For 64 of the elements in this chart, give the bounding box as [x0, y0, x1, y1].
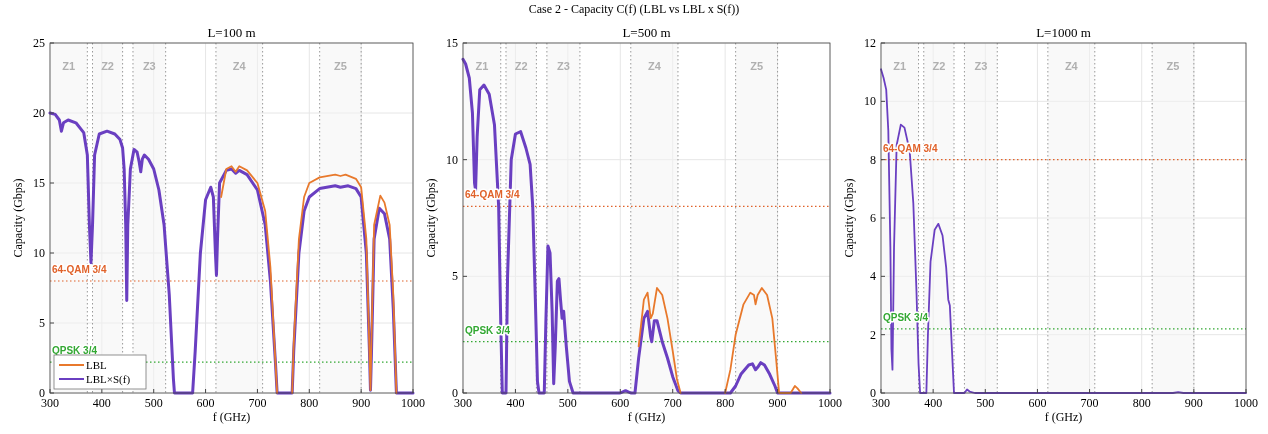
- legend-label: LBL: [86, 359, 108, 371]
- chart-title: L=1000 m: [1036, 25, 1091, 40]
- y-tick-label: 10: [446, 152, 458, 167]
- band-label: Z3: [142, 60, 156, 72]
- band-label: Z4: [1064, 60, 1079, 72]
- x-tick-label: 500: [144, 396, 163, 410]
- y-axis-title: Capacity (Gbps): [424, 178, 438, 258]
- y-tick-label: 2: [870, 327, 876, 342]
- x-tick-label: 1000: [818, 396, 842, 410]
- y-tick-label: 8: [870, 152, 876, 167]
- ref-line-label: 64-QAM 3/4: [52, 264, 107, 275]
- band-label: Z3: [974, 60, 988, 72]
- band-label: Z1: [893, 60, 907, 72]
- chart-title: L=100 m: [207, 25, 256, 40]
- band-label: Z4: [647, 60, 662, 72]
- x-tick-label: 800: [716, 396, 735, 410]
- x-tick-label: 900: [768, 396, 787, 410]
- x-tick-label: 1000: [401, 396, 425, 410]
- x-tick-label: 800: [1132, 396, 1151, 410]
- text: Case 2 - Capacity C(f) (LBL vs LBL x S(f)): [528, 2, 740, 16]
- y-tick-label: 4: [870, 269, 876, 284]
- x-tick-label: 600: [1028, 396, 1047, 410]
- x-tick-label: 700: [1080, 396, 1099, 410]
- band-label: Z1: [475, 60, 489, 72]
- y-tick-label: 15: [33, 176, 45, 190]
- y-axis-title: Capacity (Gbps): [842, 178, 856, 258]
- x-tick-label: 500: [976, 396, 995, 410]
- x-axis-title: f (GHz): [1044, 410, 1083, 424]
- y-tick-label: 20: [33, 106, 45, 120]
- chart-title: L=500 m: [622, 25, 671, 40]
- y-axis-title: Capacity (Gbps): [11, 178, 25, 258]
- x-tick-label: 400: [92, 396, 111, 410]
- y-tick-label: 5: [452, 269, 458, 284]
- y-tick-label: 12: [864, 36, 876, 50]
- band-label: Z3: [556, 60, 570, 72]
- x-axis-title: f (GHz): [212, 410, 251, 424]
- band-label: Z4: [232, 60, 247, 72]
- x-tick-label: 1000: [1234, 396, 1258, 410]
- band-label: Z5: [1166, 60, 1180, 72]
- y-tick-label: 10: [33, 246, 45, 260]
- x-tick-label: 600: [611, 396, 630, 410]
- x-tick-label: 400: [924, 396, 943, 410]
- y-tick-label: 6: [870, 211, 876, 225]
- y-tick-label: 10: [864, 94, 876, 109]
- x-axis-title: f (GHz): [627, 410, 666, 424]
- y-tick-label: 25: [33, 36, 45, 50]
- band-label: Z5: [333, 60, 347, 72]
- x-tick-label: 900: [352, 396, 371, 410]
- x-tick-label: 700: [663, 396, 682, 410]
- ref-line-label: QPSK 3/4: [52, 345, 98, 357]
- x-tick-label: 700: [248, 396, 267, 410]
- x-tick-label: 900: [1184, 396, 1203, 410]
- y-tick-label: 5: [39, 316, 45, 330]
- y-tick-label: 15: [446, 36, 458, 50]
- legend-label: LBL×S(f): [86, 373, 131, 386]
- x-tick-label: 400: [506, 396, 525, 410]
- band-label: Z1: [62, 60, 76, 72]
- band-label: Z5: [750, 60, 764, 72]
- band-label: Z2: [514, 60, 528, 72]
- band-label: Z2: [932, 60, 946, 72]
- x-tick-label: 600: [196, 396, 215, 410]
- band-label: Z2: [101, 60, 114, 72]
- x-tick-label: 500: [558, 396, 577, 410]
- x-tick-label: 800: [300, 396, 319, 410]
